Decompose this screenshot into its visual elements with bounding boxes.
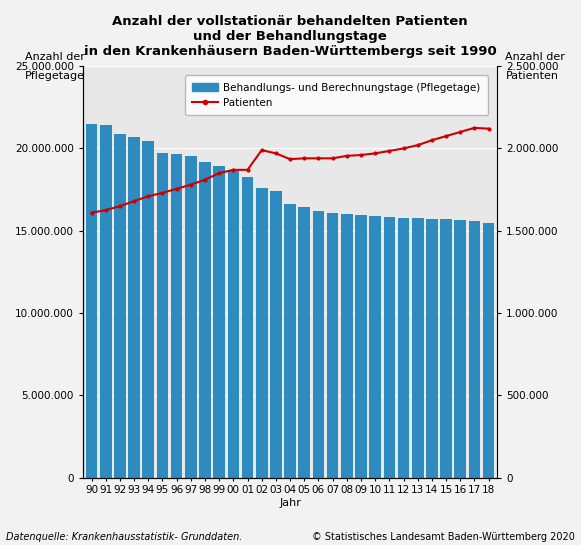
Text: Pflegetage: Pflegetage: [25, 70, 85, 81]
Bar: [142, 141, 154, 478]
X-axis label: Jahr: Jahr: [279, 498, 301, 508]
Bar: [313, 211, 324, 478]
Bar: [100, 125, 112, 478]
Bar: [128, 137, 140, 478]
Bar: [228, 172, 239, 478]
Bar: [398, 217, 410, 478]
Bar: [114, 134, 125, 478]
Title: Anzahl der vollstationär behandelten Patienten
und der Behandlungstage
in den Kr: Anzahl der vollstationär behandelten Pat…: [84, 15, 496, 58]
Bar: [440, 219, 452, 478]
Bar: [270, 191, 282, 478]
Bar: [157, 153, 168, 478]
Bar: [469, 221, 480, 478]
Bar: [185, 156, 196, 478]
Bar: [199, 162, 211, 478]
Bar: [483, 222, 494, 478]
Bar: [412, 219, 424, 478]
Bar: [213, 166, 225, 478]
Bar: [284, 204, 296, 478]
Bar: [242, 177, 253, 478]
Bar: [341, 214, 353, 478]
Bar: [355, 215, 367, 478]
Legend: Behandlungs- und Berechnungstage (Pflegetage), Patienten: Behandlungs- und Berechnungstage (Pflege…: [185, 75, 488, 115]
Bar: [370, 216, 381, 478]
Bar: [86, 124, 98, 478]
Bar: [299, 207, 310, 478]
Text: © Statistisches Landesamt Baden-Württemberg 2020: © Statistisches Landesamt Baden-Württemb…: [313, 532, 575, 542]
Text: Anzahl der: Anzahl der: [25, 52, 85, 62]
Bar: [171, 154, 182, 478]
Bar: [454, 220, 466, 478]
Text: Patienten: Patienten: [505, 70, 558, 81]
Bar: [327, 213, 338, 478]
Bar: [426, 219, 437, 478]
Bar: [383, 217, 395, 478]
Text: Datenquelle: Krankenhausstatistik- Grunddaten.: Datenquelle: Krankenhausstatistik- Grund…: [6, 532, 242, 542]
Bar: [256, 188, 267, 478]
Text: Anzahl der: Anzahl der: [505, 52, 565, 62]
